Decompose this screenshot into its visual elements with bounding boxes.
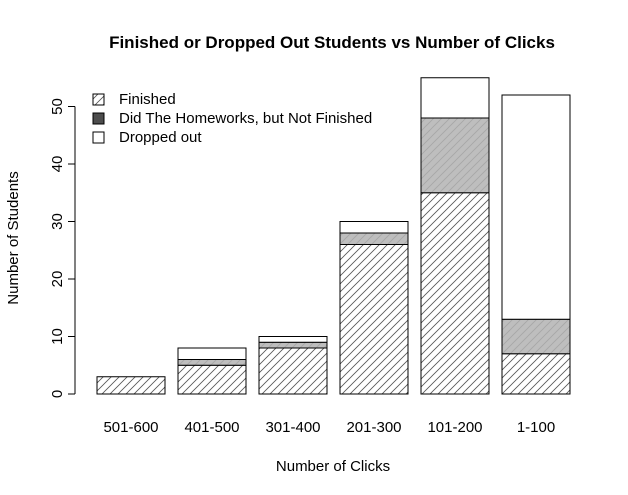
legend-swatch [92, 112, 105, 125]
y-tick-label: 30 [49, 213, 66, 230]
y-axis: 0 10 20 30 40 50 [49, 98, 76, 398]
legend-label: Finished [119, 91, 176, 108]
chart-title: Finished or Dropped Out Students vs Numb… [109, 33, 555, 52]
bar-401-500-did [177, 359, 247, 366]
legend: Finished Did The Homeworks, but Not Finis… [92, 91, 372, 146]
x-tick-label: 1-100 [517, 419, 555, 436]
y-tick-label: 10 [49, 328, 66, 345]
bar-301-400-did [258, 341, 328, 349]
bar-201-300-finished [339, 244, 409, 395]
x-tick-label: 201-300 [346, 419, 401, 436]
y-tick-label: 40 [49, 156, 66, 173]
bar-201-300-did [339, 232, 409, 245]
bars [96, 77, 571, 395]
y-tick-label: 50 [49, 98, 66, 115]
x-tick-label: 401-500 [184, 419, 239, 436]
legend-swatch [92, 93, 105, 106]
legend-swatch [92, 131, 105, 144]
y-tick-label: 0 [49, 390, 66, 398]
legend-label: Did The Homeworks, but Not Finished [119, 110, 372, 127]
x-tick-label: 501-600 [103, 419, 158, 436]
x-tick-labels: 501-600 401-500 301-400 201-300 101-200 1-100 [103, 419, 555, 436]
legend-label: Dropped out [119, 129, 202, 146]
bar-1-100-dropped [501, 94, 571, 320]
x-tick-label: 101-200 [427, 419, 482, 436]
bar-401-500-finished [177, 364, 247, 395]
bar-201-300-dropped [339, 221, 409, 234]
bar-1-100-did [501, 318, 571, 355]
bar-101-200-finished [420, 192, 490, 395]
bar-301-400-dropped [258, 336, 328, 343]
bar-401-500-dropped [177, 347, 247, 360]
x-tick-label: 301-400 [265, 419, 320, 436]
y-tick-label: 20 [49, 271, 66, 288]
bar-1-100-finished [501, 353, 571, 395]
bar-101-200-did [420, 117, 490, 194]
bar-101-200-dropped [420, 77, 490, 119]
bar-501-600-finished [96, 376, 166, 395]
bar-301-400-finished [258, 347, 328, 395]
x-axis-label: Number of Clicks [276, 458, 390, 475]
y-axis-label: Number of Students [5, 171, 22, 304]
